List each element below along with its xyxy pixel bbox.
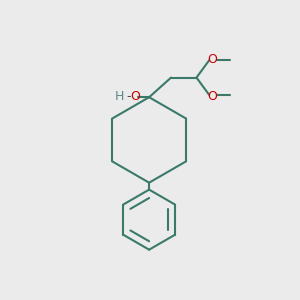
- Text: H: H: [114, 90, 124, 103]
- Text: O: O: [208, 52, 218, 66]
- Text: O: O: [208, 90, 218, 103]
- Text: O: O: [130, 90, 140, 103]
- Text: -: -: [126, 90, 130, 103]
